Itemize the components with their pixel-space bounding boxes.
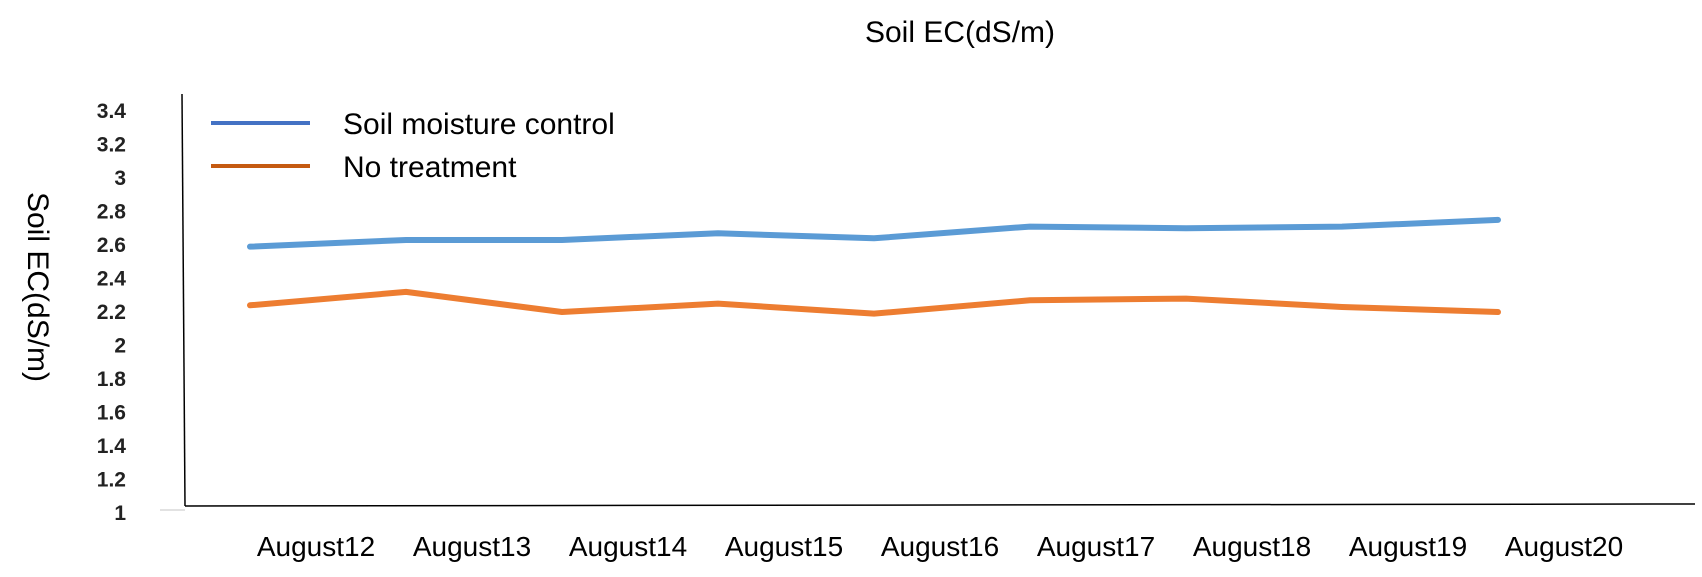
x-tick-label: August19: [1349, 531, 1467, 562]
y-axis-label: Soil EC(dS/m): [21, 192, 54, 382]
chart-title: Soil EC(dS/m): [865, 16, 1055, 49]
y-tick-label: 2.2: [97, 301, 126, 324]
x-tick-label: August20: [1505, 531, 1623, 562]
y-tick-labels: 1 1.2 1.4 1.6 1.8 2 2.2 2.4 2.6 2.8 3 3.2 3.4: [97, 100, 127, 525]
x-tick-label: August18: [1193, 531, 1311, 562]
y-tick-label: 2.6: [97, 234, 126, 257]
legend: Soil moisture control No treatment: [211, 108, 615, 184]
x-tick-label: August15: [725, 531, 843, 562]
series-line-1: [247, 288, 1501, 317]
series-lines: [247, 216, 1501, 317]
x-tick-label: August17: [1037, 531, 1155, 562]
y-tick-label: 3: [114, 167, 126, 190]
x-tick-label: August12: [257, 531, 375, 562]
y-tick-label: 1.2: [97, 469, 126, 492]
x-tick-label: August16: [881, 531, 999, 562]
legend-label-1: No treatment: [343, 151, 517, 184]
y-tick-label: 3.4: [97, 100, 127, 123]
y-tick-label: 1: [114, 502, 126, 525]
y-tick-label: 3.2: [97, 134, 126, 157]
y-tick-label: 1.4: [97, 435, 127, 458]
y-tick-label: 1.6: [97, 402, 126, 425]
series-line-0: [247, 216, 1501, 250]
y-axis-line: [181, 93, 186, 507]
x-tick-label: August14: [569, 531, 687, 562]
y-tick-label: 2.4: [97, 268, 127, 291]
x-axis-line: [184, 503, 1696, 507]
x-tick-labels: August12 August13 August14 August15 August16…: [257, 531, 1623, 562]
legend-label-0: Soil moisture control: [343, 108, 615, 141]
x-tick-label: August13: [413, 531, 531, 562]
y-tick-label: 2.8: [97, 201, 127, 224]
y-tick-label: 1.8: [97, 368, 127, 391]
y-tick-label: 2: [114, 335, 126, 358]
